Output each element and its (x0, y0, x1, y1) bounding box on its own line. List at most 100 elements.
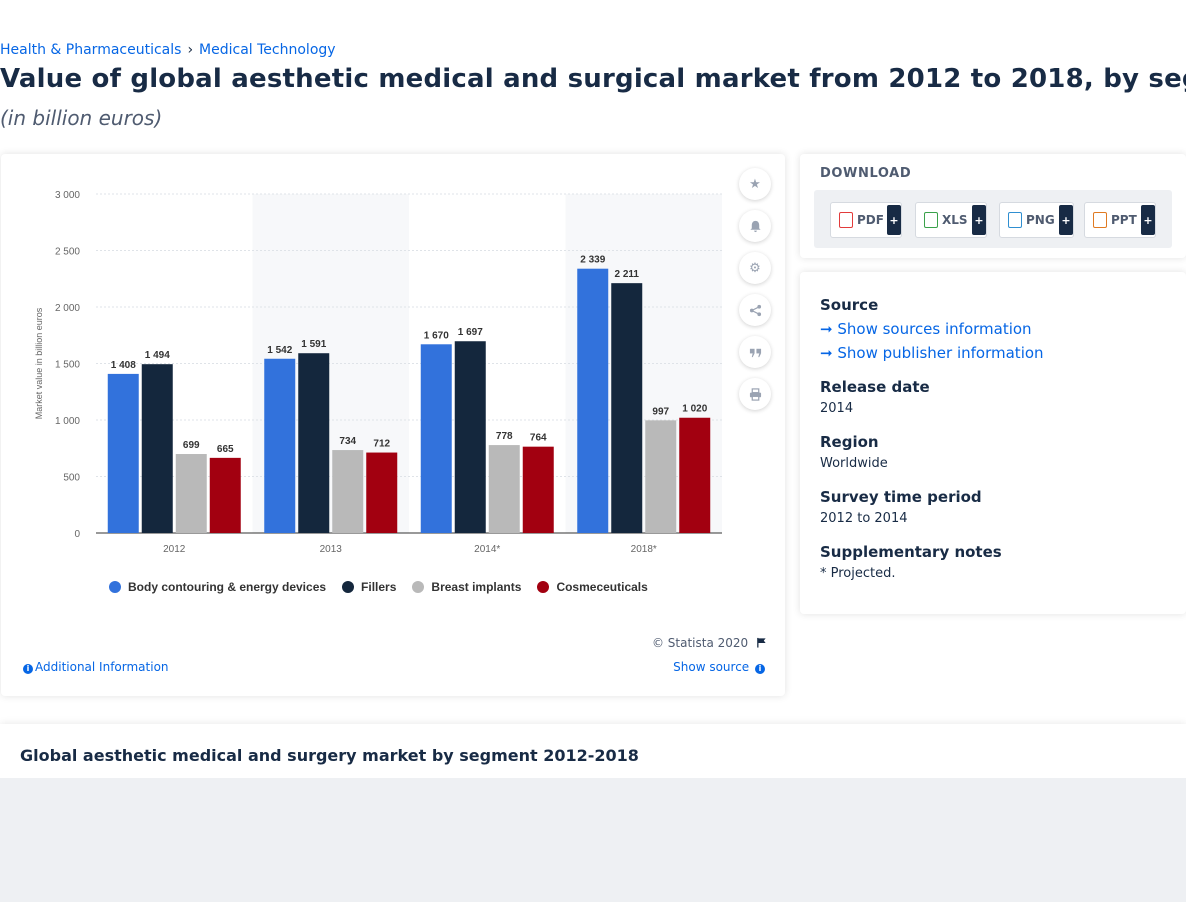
data-label: 2 339 (580, 255, 605, 266)
show-publisher-link[interactable]: ➞ Show publisher information (820, 344, 1044, 362)
show-sources-link[interactable]: ➞ Show sources information (820, 320, 1032, 338)
y-tick-label: 2 000 (55, 303, 80, 314)
bell-icon[interactable] (739, 210, 771, 242)
legend-label: Breast implants (431, 580, 522, 594)
share-icon[interactable] (739, 294, 771, 326)
plus-icon: + (1141, 205, 1155, 235)
data-label: 1 494 (145, 350, 170, 361)
breadcrumb-current-link[interactable]: Medical Technology (199, 42, 336, 58)
supplementary-notes-heading: Supplementary notes (820, 543, 1002, 561)
print-icon[interactable] (739, 378, 771, 410)
bar (107, 373, 139, 533)
y-axis-title: Market value in billion euros (34, 307, 44, 419)
statistic-details-panel: Source ➞ Show sources information ➞ Show… (800, 272, 1186, 614)
breadcrumb: Health & Pharmaceuticals › Medical Technol… (0, 42, 336, 58)
additional-info-label: Additional Information (35, 660, 169, 674)
breadcrumb-parent-link[interactable]: Health & Pharmaceuticals (0, 42, 182, 58)
bar (454, 341, 486, 533)
legend-label: Body contouring & energy devices (128, 580, 327, 594)
legend-item[interactable]: Fillers (342, 580, 396, 594)
x-tick-label: 2012 (163, 544, 186, 555)
legend-item[interactable]: Breast implants (412, 580, 521, 594)
data-label: 764 (530, 433, 547, 444)
download-panel: DOWNLOAD PDF + XLS + PNG + PPT + (800, 154, 1186, 258)
breadcrumb-separator: › (187, 42, 194, 58)
data-label: 997 (652, 406, 669, 417)
download-xls-button[interactable]: XLS + (915, 202, 987, 238)
xls-file-icon (924, 212, 938, 228)
copyright-label: © Statista 2020 (651, 636, 749, 650)
chart-legend: Body contouring & energy devices Fillers B… (109, 580, 648, 594)
data-label: 1 670 (424, 330, 449, 341)
arrow-right-icon: ➞ (820, 344, 833, 362)
copyright-text: © Statista 2020 (652, 636, 767, 650)
arrow-right-icon: ➞ (820, 320, 833, 338)
page-title: Value of global aesthetic medical and su… (0, 64, 1186, 94)
download-png-button[interactable]: PNG + (999, 202, 1074, 238)
bar (522, 446, 554, 533)
legend-marker (342, 581, 355, 593)
related-statistic-title[interactable]: Global aesthetic medical and surgery mar… (20, 746, 639, 765)
survey-period-value: 2012 to 2014 (820, 511, 908, 526)
chart-toolbar: ★ ⚙ (739, 168, 771, 410)
download-png-label: PNG (1026, 213, 1055, 227)
download-pdf-button[interactable]: PDF + (830, 202, 902, 238)
show-source-link[interactable]: Show source i (673, 660, 767, 674)
x-tick-label: 2014* (474, 544, 500, 555)
bar (298, 353, 330, 533)
release-date-value: 2014 (820, 401, 854, 416)
star-icon[interactable]: ★ (739, 168, 771, 200)
show-source-label: Show source (673, 660, 750, 674)
data-label: 1 697 (458, 327, 483, 338)
bar (420, 344, 452, 533)
page-background-section (0, 778, 1186, 902)
gear-icon[interactable]: ⚙ (739, 252, 771, 284)
bar (366, 452, 398, 533)
bar (141, 364, 173, 533)
additional-info-link[interactable]: i Additional Information (21, 660, 169, 674)
ppt-file-icon (1093, 212, 1107, 228)
legend-label: Cosmeceuticals (556, 580, 648, 594)
legend-item[interactable]: Body contouring & energy devices (109, 580, 326, 594)
chart-card: 0 500 1 000 1 500 2 000 2 500 3 000 Market valu… (1, 154, 785, 696)
download-ppt-label: PPT (1111, 213, 1137, 227)
bar (332, 450, 364, 533)
bar (577, 268, 609, 533)
y-tick-label: 1 000 (55, 416, 80, 427)
download-button-bar: PDF + XLS + PNG + PPT + (814, 190, 1172, 248)
legend-marker (109, 581, 121, 593)
data-label: 1 408 (111, 360, 136, 371)
flag-icon[interactable] (756, 637, 767, 648)
y-tick-label: 0 (74, 529, 80, 540)
plus-icon: + (1059, 205, 1073, 235)
x-tick-label: 2018* (631, 544, 657, 555)
bar-chart: 0 500 1 000 1 500 2 000 2 500 3 000 Market valu… (34, 190, 722, 555)
download-pdf-label: PDF (857, 213, 884, 227)
info-icon: i (23, 664, 33, 674)
related-statistic-bar: Global aesthetic medical and surgery mar… (0, 724, 1186, 778)
release-date-heading: Release date (820, 378, 930, 396)
data-label: 1 591 (301, 339, 326, 350)
legend-label: Fillers (361, 580, 397, 594)
x-tick-label: 2013 (320, 544, 343, 555)
source-heading: Source (820, 296, 879, 314)
quote-icon[interactable] (739, 336, 771, 368)
bar (264, 358, 296, 533)
survey-period-heading: Survey time period (820, 488, 982, 506)
bar (611, 283, 643, 533)
plus-icon: + (972, 205, 986, 235)
y-tick-label: 1 500 (55, 360, 80, 371)
bar (488, 445, 520, 533)
page-subtitle: (in billion euros) (0, 106, 163, 130)
y-tick-label: 500 (63, 473, 80, 484)
region-value: Worldwide (820, 456, 888, 471)
y-tick-label: 3 000 (55, 190, 80, 201)
bar (679, 417, 711, 533)
download-title: DOWNLOAD (820, 166, 912, 181)
legend-item[interactable]: Cosmeceuticals (537, 580, 648, 594)
download-ppt-button[interactable]: PPT + (1084, 202, 1156, 238)
data-label: 699 (183, 440, 200, 451)
show-publisher-label: Show publisher information (837, 344, 1044, 362)
pdf-file-icon (839, 212, 853, 228)
data-label: 712 (373, 439, 390, 450)
